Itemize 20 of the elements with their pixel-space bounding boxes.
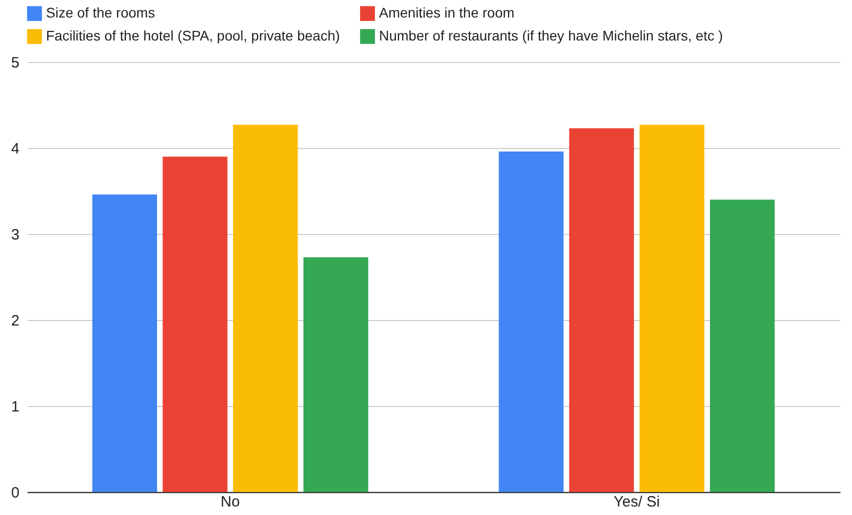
bar <box>710 200 775 492</box>
bar <box>92 194 158 492</box>
bar <box>640 124 704 492</box>
y-tick-label: 2 <box>11 312 20 330</box>
y-tick-label: 4 <box>11 140 20 158</box>
x-tick-label: No <box>220 494 240 510</box>
legend-label: Number of restaurants (if they have Michelin stars, etc ) <box>379 28 723 44</box>
y-tick-label: 1 <box>11 398 20 416</box>
x-tick-label: Yes/ Si <box>614 494 660 510</box>
bar <box>162 156 228 492</box>
bar <box>233 124 298 492</box>
legend-label: Facilities of the hotel (SPA, pool, private beach) <box>46 28 340 44</box>
bar <box>303 257 368 492</box>
bar <box>569 128 634 492</box>
legend-label: Amenities in the room <box>379 4 514 21</box>
legend-label: Size of the rooms <box>46 4 155 21</box>
y-tick-label: 5 <box>11 54 20 72</box>
y-tick-label: 0 <box>11 484 20 502</box>
bar <box>498 151 564 492</box>
y-tick-label: 3 <box>11 226 20 244</box>
